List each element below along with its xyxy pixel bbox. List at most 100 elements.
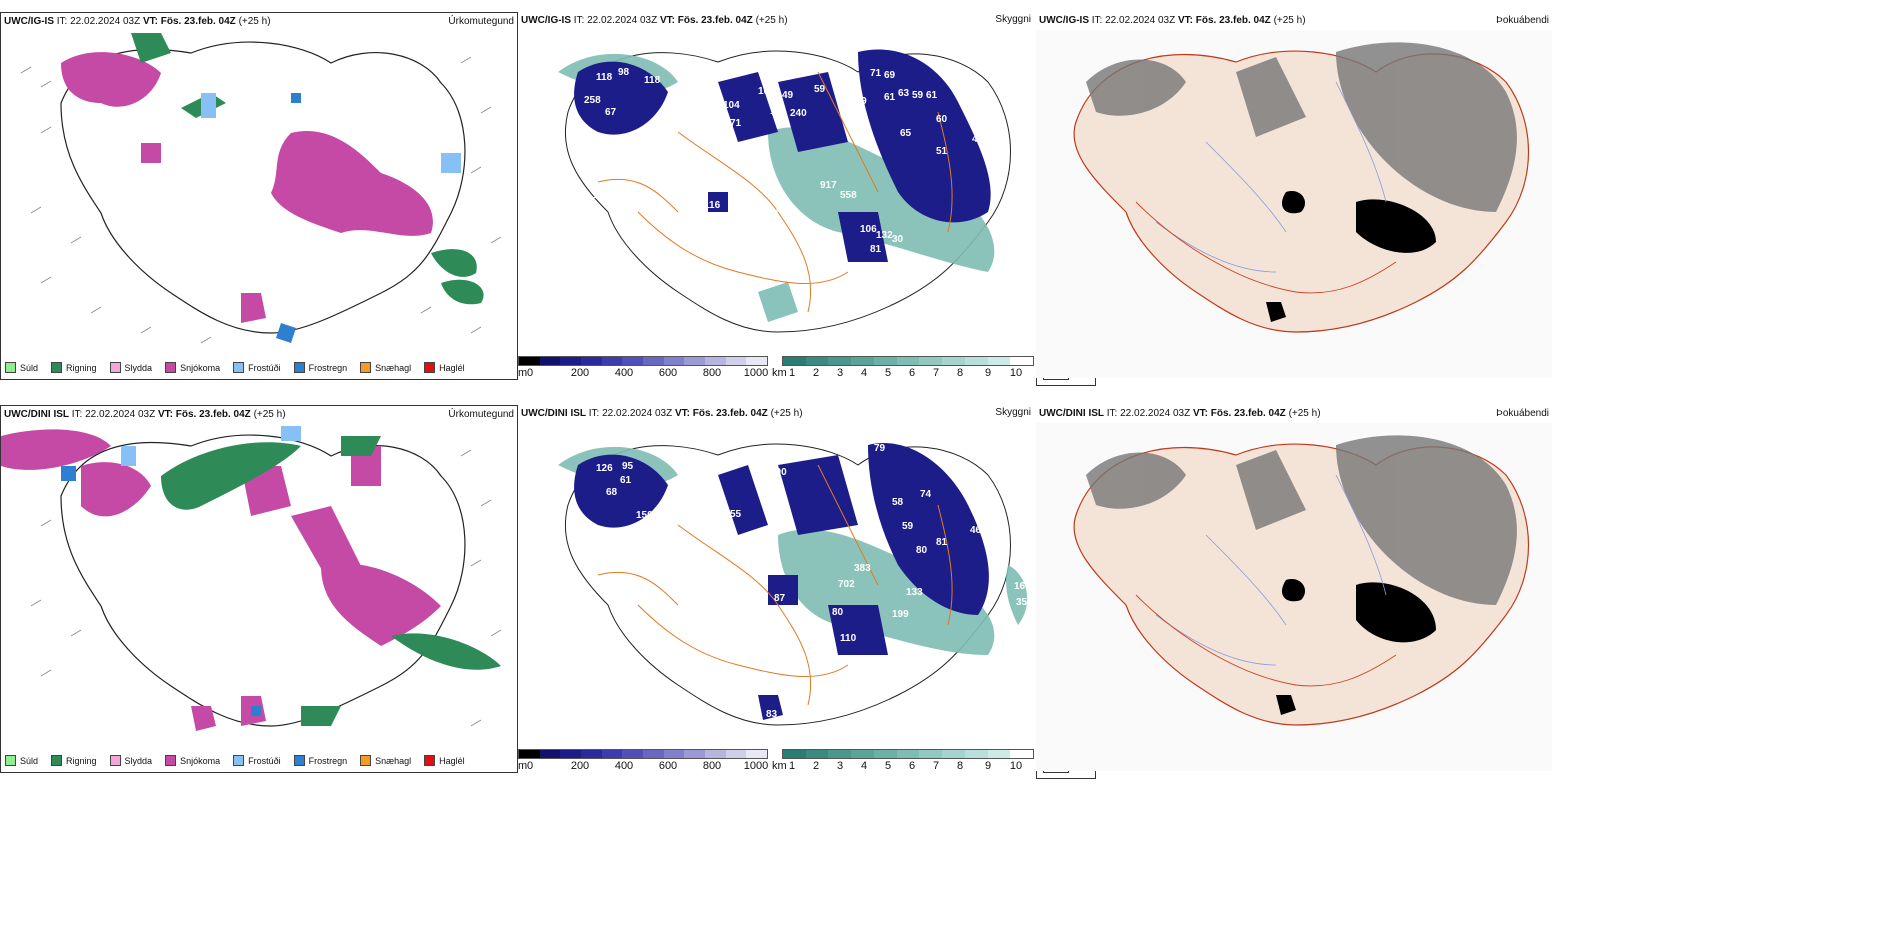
panel-name: Þokuábendi	[1496, 408, 1549, 419]
vis-label: 80	[916, 545, 928, 556]
vis-label: 352	[1016, 597, 1033, 608]
panel-title: UWC/DINI ISL IT: 22.02.2024 03Z VT: Fös.…	[4, 409, 286, 420]
legend-item: Frostúði	[233, 362, 281, 373]
legend-swatch	[424, 755, 436, 766]
visibility-scale-top: km 1 2 3 4 5 6 7 8 9 10	[772, 356, 1034, 386]
vis-label: 100	[770, 467, 787, 478]
panel-name: Úrkomutegund	[448, 409, 514, 420]
vis-label: 917	[820, 180, 837, 191]
vis-label: 109	[850, 96, 867, 107]
vis-label: 81	[776, 204, 788, 215]
legend-swatch	[5, 755, 16, 766]
vis-label: 91	[864, 663, 876, 674]
vis-label: 63	[898, 88, 910, 99]
legend-item: Frostúði	[233, 755, 281, 766]
fog-map	[1036, 30, 1552, 378]
cloud-colorbar	[518, 356, 768, 366]
vis-label: 71	[730, 118, 742, 129]
vis-label: 30	[892, 234, 904, 245]
visibility-map	[558, 443, 1028, 726]
vis-label: 150	[636, 510, 653, 521]
vis-label: 98	[618, 67, 630, 78]
cloud-ticks: m 0 200 400 600 800 1000	[518, 367, 769, 379]
vis-label: 83	[766, 709, 778, 720]
panel-name: Skyggni	[995, 14, 1031, 25]
panel-title: UWC/DINI ISL IT: 22.02.2024 03Z VT: Fös.…	[521, 408, 803, 419]
vis-label: 105	[844, 465, 861, 476]
vis-label: 59	[902, 521, 914, 532]
vis-label: 110	[840, 633, 857, 644]
vis-label: 61	[884, 92, 896, 103]
legend-item: Snæhagl	[360, 755, 411, 766]
vis-label: 68	[606, 487, 618, 498]
vis-label: 100	[758, 86, 775, 97]
legend-swatch	[51, 755, 63, 766]
vis-label: 702	[838, 579, 855, 590]
legend-item: Frostregn	[293, 755, 347, 766]
vis-label: 59	[814, 84, 826, 95]
panel-title: UWC/IG-IS IT: 22.02.2024 03Z VT: Fös. 23…	[4, 16, 271, 27]
panel-name: Skyggni	[995, 407, 1031, 418]
visibility-scale-bottom: km 1 2 3 4 5 6 7 8 9 10	[772, 749, 1034, 779]
panel-title: UWC/IG-IS IT: 22.02.2024 03Z VT: Fös. 23…	[1039, 15, 1306, 26]
panel-title: UWC/DINI ISL IT: 22.02.2024 03Z VT: Fös.…	[1039, 408, 1321, 419]
vis-label: 79	[874, 443, 886, 454]
legend-item: Súld	[5, 362, 38, 373]
legend-swatch	[293, 362, 305, 373]
precip-map	[1, 426, 502, 731]
vis-label: 258	[584, 95, 601, 106]
vis-label: 79	[840, 82, 852, 93]
legend-item: Snæhagl	[360, 362, 411, 373]
legend-item: Súld	[5, 755, 38, 766]
vis-label: 80	[832, 607, 844, 618]
precip-legend: Súld Rigning Slydda Snjókoma Frostúði Fr…	[5, 755, 465, 766]
vis-label: 244	[644, 545, 661, 556]
legend-item: Rigning	[51, 755, 97, 766]
legend-item: Slydda	[109, 362, 152, 373]
legend-item: Haglél	[424, 755, 465, 766]
legend-swatch	[293, 755, 305, 766]
vis-label: 87	[774, 593, 786, 604]
cloud-base-scale-top: m 0 200 400 600 800 1000	[518, 356, 768, 386]
fog-panel-igis: UWC/IG-IS IT: 22.02.2024 03Z VT: Fös. 23…	[1036, 12, 1552, 378]
legend-item: Slydda	[109, 755, 152, 766]
vis-label: 118	[596, 72, 613, 83]
vis-ticks: km 1 2 3 4 5 6 7 8 9 10	[772, 760, 1023, 772]
precip-type-panel-dini: UWC/DINI ISL IT: 22.02.2024 03Z VT: Fös.…	[0, 405, 518, 773]
vis-label: 74	[920, 489, 932, 500]
legend-swatch	[109, 755, 121, 766]
vis-label: 59	[912, 90, 924, 101]
panel-name: Þokuábendi	[1496, 15, 1549, 26]
vis-label: 69	[574, 198, 586, 209]
cloud-colorbar	[518, 749, 768, 759]
visibility-panel-dini: UWC/DINI ISL IT: 22.02.2024 03Z VT: Fös.…	[518, 405, 1034, 771]
vis-ticks: km 1 2 3 4 5 6 7 8 9 10	[772, 367, 1023, 379]
fog-map	[1036, 423, 1552, 771]
vis-label: 95	[622, 461, 634, 472]
vis-label: 383	[854, 563, 871, 574]
legend-swatch	[233, 362, 245, 373]
vis-label: 126	[596, 463, 613, 474]
legend-swatch	[165, 755, 177, 766]
precip-type-panel-igis: UWC/IG-IS IT: 22.02.2024 03Z VT: Fös. 23…	[0, 12, 518, 380]
legend-swatch	[424, 362, 436, 373]
vis-label: 81	[936, 537, 948, 548]
fog-panel-dini: UWC/DINI ISL IT: 22.02.2024 03Z VT: Fös.…	[1036, 405, 1552, 771]
vis-label: 61	[926, 90, 938, 101]
legend-swatch	[233, 755, 245, 766]
vis-label: 67	[605, 107, 617, 118]
vis-label: 110	[593, 190, 610, 201]
vis-label: 199	[892, 609, 909, 620]
vis-label: 118	[644, 75, 661, 86]
vis-label: 116	[704, 200, 721, 211]
vis-label: 61	[620, 475, 632, 486]
vis-label: 65	[900, 128, 912, 139]
cloud-base-scale-bottom: m 0 200 400 600 800 1000	[518, 749, 768, 779]
vis-label: 104	[723, 100, 740, 111]
vis-label: 132	[876, 230, 893, 241]
vis-label: 166	[1014, 581, 1031, 592]
cloud-ticks: m 0 200 400 600 800 1000	[518, 760, 769, 772]
vis-label: 106	[860, 224, 877, 235]
vis-label: 133	[906, 587, 923, 598]
legend-swatch	[51, 362, 63, 373]
